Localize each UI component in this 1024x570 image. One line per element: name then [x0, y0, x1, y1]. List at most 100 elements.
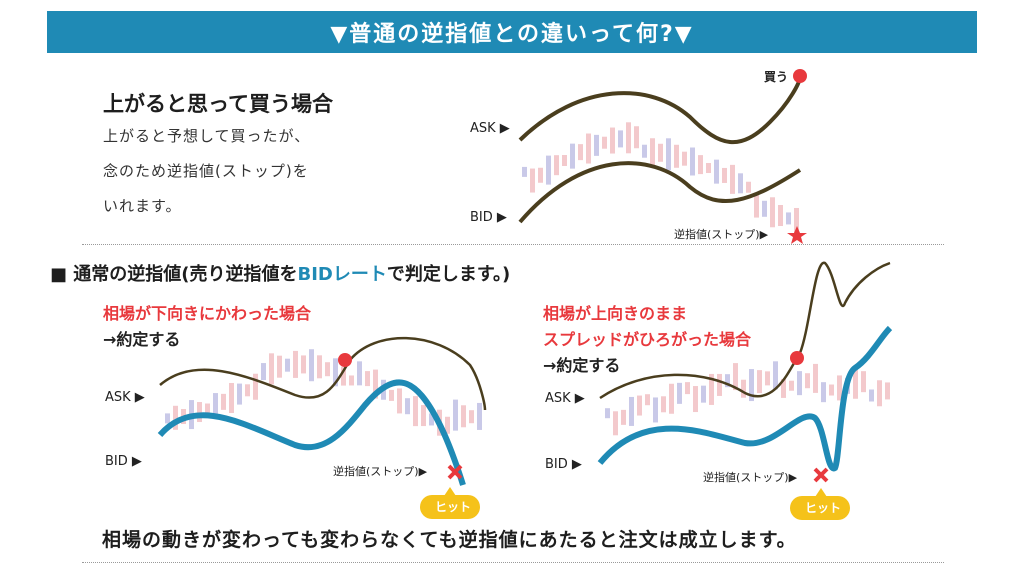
candlestick	[778, 205, 783, 227]
candlestick	[650, 138, 655, 166]
candlestick	[269, 353, 274, 385]
top-desc-line-3: いれます。	[103, 197, 182, 215]
candlestick	[749, 369, 754, 402]
top-desc-line-1: 上がると予想して買ったが、	[103, 127, 311, 145]
candlestick	[618, 130, 623, 148]
right-case-condition-1: 相場が上向きのまま	[543, 304, 688, 323]
top-bid-label: BID ▶	[470, 210, 507, 225]
candlestick	[722, 167, 727, 183]
candlestick	[797, 371, 802, 396]
top-desc-line-2: 念のため逆指値(ストップ)を	[103, 162, 309, 180]
top-stop-label: 逆指値(ストップ)▶	[674, 227, 769, 241]
candlestick	[405, 398, 410, 415]
candlestick	[821, 382, 826, 403]
top-buy-label: 買う	[764, 70, 788, 84]
right-bid-label: BID ▶	[545, 457, 582, 472]
candlestick	[877, 380, 882, 407]
candlestick	[637, 395, 642, 416]
left-stop-label: 逆指値(ストップ)▶	[333, 464, 428, 478]
left-case-condition: 相場が下向きにかわった場合	[103, 304, 312, 323]
candlestick	[642, 144, 647, 158]
candlestick	[594, 134, 599, 156]
candlestick	[762, 200, 767, 217]
candlestick	[165, 413, 170, 424]
candlestick	[669, 383, 674, 414]
banner-title: ▼普通の逆指値との違いって何?▼	[330, 22, 694, 47]
right-stop-label: 逆指値(ストップ)▶	[703, 470, 798, 484]
candlestick	[626, 122, 631, 154]
candlestick	[429, 413, 434, 426]
top-bid-curve	[518, 161, 802, 224]
header-banner: ▼普通の逆指値との違いって何?▼	[47, 11, 977, 53]
candlestick	[770, 197, 775, 228]
left-bid-curve	[157, 379, 466, 486]
candlestick	[309, 349, 314, 382]
candlestick	[197, 402, 202, 423]
top-ask-label: ASK ▶	[470, 121, 510, 136]
divider-top	[82, 244, 944, 245]
left-ask-label: ASK ▶	[105, 390, 145, 405]
divider-bottom	[82, 562, 944, 563]
candlestick	[837, 375, 842, 401]
candlestick	[613, 411, 618, 436]
candlestick	[477, 402, 482, 430]
candlestick	[530, 168, 535, 193]
top-candles	[522, 122, 799, 234]
candlestick	[781, 378, 786, 398]
candlestick	[714, 159, 719, 184]
candlestick	[629, 396, 634, 426]
section-title-prefix: ■ 通常の逆指値(売り逆指値を	[50, 264, 298, 285]
candlestick	[741, 379, 746, 398]
left-entry-dot	[338, 353, 352, 367]
right-ask-label: ASK ▶	[545, 391, 585, 406]
candlestick	[562, 154, 567, 166]
candlestick	[661, 396, 666, 413]
candlestick	[765, 371, 770, 386]
candlestick	[698, 155, 703, 175]
candlestick	[461, 405, 466, 428]
candlestick	[277, 355, 282, 378]
candlestick	[317, 355, 322, 379]
candlestick	[733, 363, 738, 391]
candlestick	[658, 143, 663, 162]
candlestick	[677, 382, 682, 404]
candlestick	[717, 373, 722, 396]
candlestick	[333, 358, 338, 387]
footer-text: 相場の動きが変わっても変わらなくても逆指値にあたると注文は成立します。	[102, 529, 797, 551]
candlestick	[789, 380, 794, 391]
candlestick	[645, 394, 650, 406]
candlestick	[245, 384, 250, 397]
candlestick	[786, 212, 791, 225]
top-ask-curve	[518, 76, 802, 145]
star-icon	[787, 226, 807, 244]
candlestick	[325, 362, 330, 377]
candlestick	[725, 374, 730, 388]
candlestick	[738, 173, 743, 194]
candlestick	[773, 361, 778, 390]
candlestick	[674, 144, 679, 168]
candlestick	[685, 382, 690, 395]
candlestick	[829, 384, 834, 396]
candlestick	[445, 416, 450, 434]
candlestick	[285, 358, 290, 372]
candlestick	[421, 405, 426, 427]
candlestick	[373, 369, 378, 399]
candlestick	[546, 155, 551, 185]
candlestick	[349, 375, 354, 386]
candlestick	[365, 371, 370, 387]
left-ask-curve	[159, 336, 487, 411]
top-diagram: 買う ASK ▶ BID ▶ 逆指値(ストップ)▶	[470, 69, 807, 244]
candlestick	[229, 382, 234, 413]
candlestick	[397, 388, 402, 414]
candlestick	[237, 383, 242, 405]
right-case-condition-2: スプレッドがひろがった場合	[543, 330, 752, 349]
candlestick	[413, 396, 418, 427]
candlestick	[709, 373, 714, 405]
candlestick	[706, 163, 711, 174]
candlestick	[261, 363, 266, 381]
section-title-highlight: BIDレート	[297, 264, 387, 285]
candlestick	[213, 393, 218, 419]
candlestick	[602, 136, 607, 149]
left-hit-label: ヒット	[435, 500, 471, 514]
candlestick	[853, 368, 858, 399]
